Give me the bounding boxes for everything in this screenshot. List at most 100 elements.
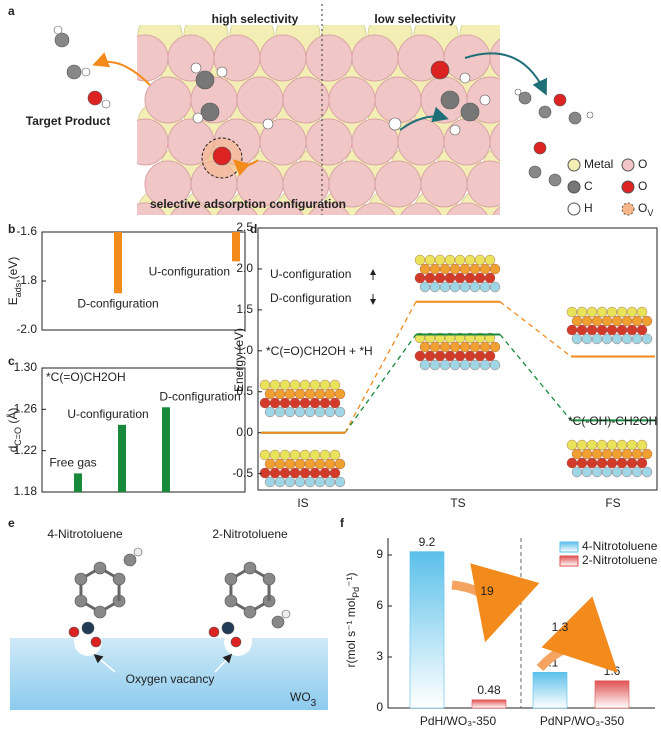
slab-atom — [314, 406, 326, 418]
slab-atom — [626, 439, 638, 451]
slab-atom — [319, 397, 331, 409]
legend-label: OV — [638, 201, 653, 218]
slab-atom — [294, 388, 306, 400]
slab-atom — [334, 458, 346, 470]
oxygen-atom — [466, 160, 500, 208]
slab-atom — [274, 458, 286, 470]
pointer — [214, 653, 233, 673]
slab-atom — [459, 359, 471, 371]
slab-atom — [601, 333, 613, 345]
slab-atom — [429, 341, 441, 353]
slab-atom — [269, 467, 281, 479]
slab-atom — [299, 467, 311, 479]
panel-label: a — [8, 4, 15, 18]
slab-atom — [299, 397, 311, 409]
support-label: WO3 — [290, 690, 317, 709]
molecule-label: 2-Nitrotoluene — [212, 527, 288, 541]
slab-atom — [611, 315, 623, 327]
legend-text: H — [584, 201, 593, 215]
legend-swatch — [621, 202, 635, 216]
slab-atom — [596, 457, 608, 469]
slab-atom — [571, 315, 583, 327]
oxygen-atom — [374, 160, 422, 208]
bar — [409, 551, 445, 709]
y-axis-label-part: Pd — [351, 587, 361, 598]
slab-atom — [329, 397, 341, 409]
bar — [232, 232, 240, 262]
category-label: D-configuration — [77, 296, 158, 310]
slab-atom — [581, 466, 593, 478]
slab-atom — [439, 263, 451, 275]
slab-atom — [641, 315, 653, 327]
y-tick-label: 1.18 — [14, 484, 38, 498]
slab-atom — [474, 350, 486, 362]
oxygen-atom — [236, 76, 284, 124]
connector — [499, 301, 572, 358]
slab-atom — [464, 350, 476, 362]
slab-atom — [606, 324, 618, 336]
slab-atom — [571, 448, 583, 460]
connector — [344, 301, 417, 433]
oxygen-atom — [328, 76, 376, 124]
slab-atom — [469, 359, 481, 371]
slab-atom — [459, 263, 471, 275]
slab-atom — [474, 272, 486, 284]
slab-atom — [586, 457, 598, 469]
oxygen-atom — [137, 118, 169, 166]
slab-atom — [621, 333, 633, 345]
legend-text: O — [638, 157, 647, 171]
category-label: U-configuration — [67, 407, 148, 421]
oxygen-atom — [216, 202, 258, 215]
slab-atom — [424, 272, 436, 284]
slab-atom — [621, 315, 633, 327]
slab-atom — [581, 333, 593, 345]
y-tick-label: -0.5 — [232, 466, 253, 480]
slab-atom — [419, 281, 431, 293]
arrow — [464, 52, 548, 96]
slab-atom — [439, 359, 451, 371]
oxygen-atom — [400, 202, 442, 215]
slab-atom — [636, 306, 648, 318]
molecule-label: 4-Nitrotoluene — [47, 527, 123, 541]
atom — [230, 636, 242, 648]
y-axis-label: r(mol s⁻¹ molPd⁻¹) — [344, 572, 361, 667]
slab-atom — [611, 448, 623, 460]
atom — [224, 594, 238, 608]
vacancy-label: Oxygen vacancy — [126, 672, 215, 686]
slab-atom — [596, 306, 608, 318]
category-label: U-configuration — [149, 265, 230, 279]
slab-atom — [259, 449, 271, 461]
slab-atom — [459, 281, 471, 293]
y-axis-label-part: ⁻¹) — [344, 572, 358, 586]
y-tick-label: 1.0 — [236, 343, 253, 357]
slab-atom — [274, 476, 286, 488]
slab-atom — [606, 439, 618, 451]
y-axis-label-part: E — [6, 297, 20, 305]
annotation: *C(-OH)-CH2OH — [568, 414, 657, 428]
slab-atom — [489, 341, 501, 353]
y-axis-label-part: r(mol s⁻¹ mol — [344, 598, 358, 668]
ratio-label: 1.3 — [552, 620, 569, 634]
y-tick-label: 1.22 — [14, 443, 38, 457]
slab-atom — [279, 467, 291, 479]
slab-atom — [489, 281, 501, 293]
slab-atom — [269, 397, 281, 409]
slab-atom — [464, 254, 476, 266]
y-tick-label: -1.8 — [16, 273, 37, 287]
slab-atom — [641, 466, 653, 478]
slab-atom — [269, 379, 281, 391]
slab-atom — [309, 397, 321, 409]
legend-label: U-configuration — [270, 267, 351, 281]
y-axis-label-part: d — [6, 446, 20, 453]
legend-text: C — [584, 179, 593, 193]
atom — [216, 66, 228, 78]
oxygen-atom — [305, 118, 353, 166]
atom — [262, 572, 276, 586]
atom — [224, 572, 238, 586]
oxygen-atom — [305, 34, 353, 82]
slab-atom — [424, 254, 436, 266]
atom — [243, 561, 257, 575]
slab-atom — [576, 439, 588, 451]
oxygen-atom — [374, 76, 422, 124]
slab-atom — [616, 306, 628, 318]
